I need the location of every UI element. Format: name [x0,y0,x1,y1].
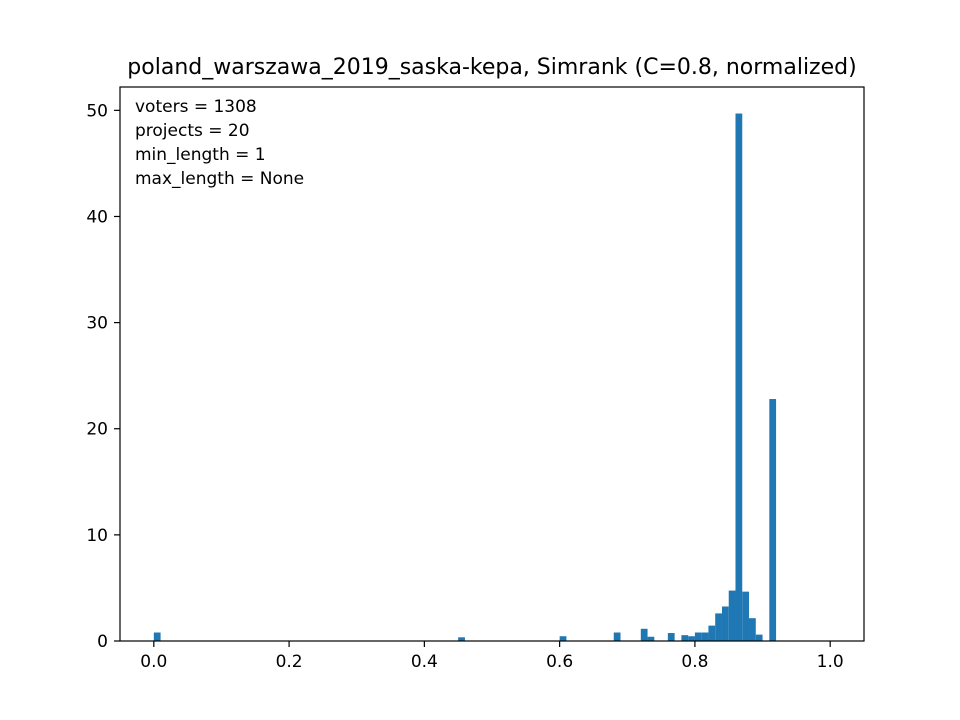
x-tick-label-4: 0.8 [681,652,708,672]
annotation-min-length: min_length = 1 [135,145,266,165]
histogram-bar-18 [755,634,763,641]
y-tick-label-0: 0 [97,632,108,652]
x-tick-label-1: 0.2 [276,652,303,672]
histogram-bar-14 [728,590,736,641]
y-axis: 0 10 20 30 40 50 [86,101,120,652]
x-tick-label-2: 0.4 [411,652,438,672]
y-tick-label-4: 40 [86,207,108,227]
histogram-bar-1 [458,637,465,641]
histogram-bar-17 [749,618,756,641]
bars-group [153,113,777,641]
y-tick-label-2: 20 [86,420,108,440]
annotation-max-length: max_length = None [135,169,304,189]
histogram-bar-16 [742,591,750,641]
histogram-bar-4 [640,628,648,641]
histogram-bar-5 [647,636,655,641]
histogram-bar-6 [667,633,675,641]
histogram-bar-11 [708,625,716,641]
histogram-bar-2 [559,636,567,641]
annotation-projects: projects = 20 [135,121,250,141]
histogram-bar-9 [694,632,702,641]
histogram-bar-19 [769,399,777,641]
histogram-bar-12 [715,613,722,641]
plot-frame [119,86,865,642]
histogram-bar-15 [735,113,743,641]
y-tick-label-1: 10 [86,526,108,546]
x-tick-label-0: 0.0 [140,652,167,672]
x-tick-label-5: 1.0 [817,652,844,672]
histogram-bar-3 [613,632,621,641]
histogram-bar-7 [681,635,689,641]
histogram-bar-8 [688,636,695,641]
x-tick-label-3: 0.6 [546,652,573,672]
histogram-bar-0 [153,632,161,641]
y-tick-label-3: 30 [86,314,108,334]
chart-title: poland_warszawa_2019_saska-kepa, Simrank… [127,55,856,80]
histogram-bar-10 [701,632,709,641]
y-tick-label-5: 50 [86,101,108,121]
x-axis: 0.0 0.2 0.4 0.6 0.8 1.0 [140,641,844,672]
stats-annotation: voters = 1308 projects = 20 min_length =… [135,97,304,189]
annotation-voters: voters = 1308 [135,97,257,117]
histogram-bar-13 [721,606,729,641]
